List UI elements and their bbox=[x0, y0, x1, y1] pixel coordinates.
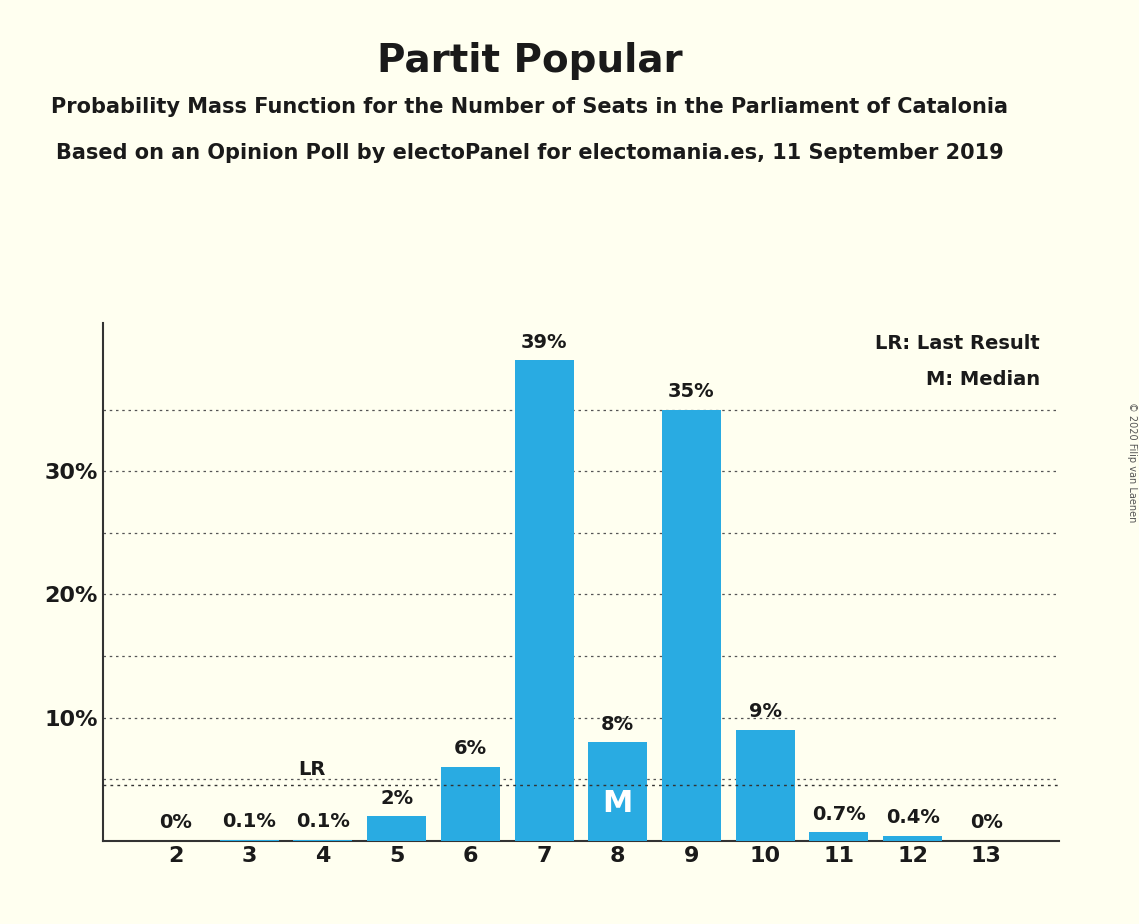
Text: 0.7%: 0.7% bbox=[812, 805, 866, 823]
Bar bbox=[810, 833, 868, 841]
Text: 0%: 0% bbox=[970, 813, 1002, 833]
Text: LR: LR bbox=[298, 760, 326, 779]
Text: © 2020 Filip van Laenen: © 2020 Filip van Laenen bbox=[1126, 402, 1137, 522]
Text: M: M bbox=[603, 789, 633, 818]
Text: Partit Popular: Partit Popular bbox=[377, 42, 682, 79]
Bar bbox=[294, 840, 352, 841]
Text: 6%: 6% bbox=[453, 739, 486, 759]
Bar bbox=[736, 730, 795, 841]
Text: 39%: 39% bbox=[521, 333, 567, 352]
Text: Based on an Opinion Poll by electoPanel for electomania.es, 11 September 2019: Based on an Opinion Poll by electoPanel … bbox=[56, 143, 1003, 164]
Bar bbox=[883, 836, 942, 841]
Text: 0%: 0% bbox=[159, 813, 191, 833]
Text: 0.1%: 0.1% bbox=[222, 812, 276, 831]
Text: LR: Last Result: LR: Last Result bbox=[876, 334, 1040, 353]
Text: 35%: 35% bbox=[669, 382, 715, 401]
Bar bbox=[662, 409, 721, 841]
Bar bbox=[220, 840, 279, 841]
Bar bbox=[367, 816, 426, 841]
Bar bbox=[588, 742, 647, 841]
Text: 0.1%: 0.1% bbox=[296, 812, 350, 831]
Text: 0.4%: 0.4% bbox=[886, 808, 940, 827]
Bar bbox=[515, 360, 574, 841]
Text: M: Median: M: Median bbox=[926, 370, 1040, 389]
Text: 2%: 2% bbox=[380, 788, 413, 808]
Text: Probability Mass Function for the Number of Seats in the Parliament of Catalonia: Probability Mass Function for the Number… bbox=[51, 97, 1008, 117]
Bar bbox=[441, 767, 500, 841]
Text: 9%: 9% bbox=[748, 702, 781, 722]
Text: 8%: 8% bbox=[601, 714, 634, 734]
